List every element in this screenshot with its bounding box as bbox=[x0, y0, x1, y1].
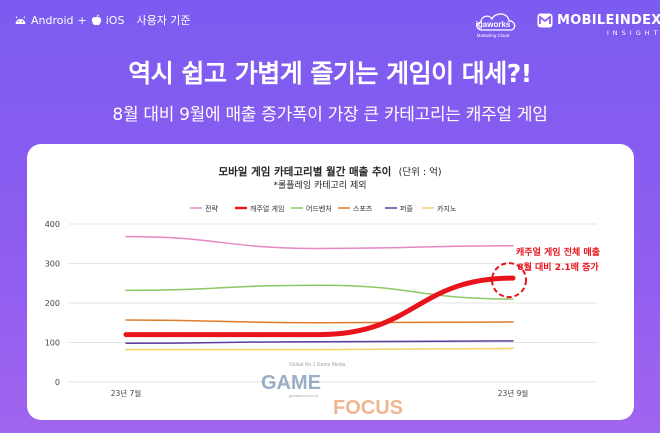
chart-subtitle: *롤플레잉 카테고리 제외 bbox=[273, 179, 366, 191]
chart-title: 모바일 게임 카테고리별 월간 매출 추이 bbox=[218, 165, 391, 178]
chart-unit: (단위 : 억) bbox=[399, 166, 442, 178]
y-tick-label: 200 bbox=[45, 299, 60, 308]
mobileindex-logo-text: MOBILEINDEX bbox=[557, 13, 660, 28]
chart-title-line: 모바일 게임 카테고리별 월간 매출 추이 (단위 : 억) bbox=[218, 165, 441, 178]
mobileindex-logo-icon bbox=[537, 13, 553, 28]
y-tick-label: 100 bbox=[45, 339, 60, 348]
headline: 역시 쉽고 가볍게 즐기는 게임이 대세?! bbox=[128, 59, 532, 88]
ios-text: iOS bbox=[105, 13, 125, 27]
x-axis: 23년 7월 23년 9월 bbox=[111, 388, 529, 398]
platform-label: Android + iOS 사용자 기준 bbox=[14, 12, 191, 28]
igaworks-logo-text: igaworks bbox=[476, 20, 511, 29]
legend-label: 퍼즐 bbox=[400, 204, 413, 213]
series-line bbox=[125, 284, 514, 300]
legend-label: 캐주얼 게임 bbox=[250, 204, 284, 213]
legend-label: 전략 bbox=[205, 204, 218, 213]
y-axis: 0 100 200 300 400 bbox=[45, 220, 60, 387]
chart-legend: 전략 캐주얼 게임 어드벤처 스포츠 퍼즐 카지노 bbox=[190, 204, 457, 213]
x-tick-label: 23년 7월 bbox=[111, 388, 142, 398]
line-chart: 모바일 게임 카테고리별 월간 매출 추이 (단위 : 억) *롤플레잉 카테고… bbox=[45, 165, 600, 419]
plus-text: + bbox=[77, 13, 87, 27]
y-tick-label: 300 bbox=[45, 260, 60, 269]
platform-note: 사용자 기준 bbox=[136, 14, 191, 27]
watermark: Global No.1 Game Media GAME FOCUS gamefo… bbox=[261, 362, 403, 419]
legend-item: 전략 bbox=[190, 204, 218, 213]
chart-card: 모바일 게임 카테고리별 월간 매출 추이 (단위 : 억) *롤플레잉 카테고… bbox=[27, 144, 634, 420]
legend-item: 퍼즐 bbox=[385, 204, 413, 213]
watermark-game: GAME bbox=[261, 372, 321, 394]
apple-icon bbox=[91, 14, 101, 26]
series-line bbox=[125, 340, 514, 345]
chart-series bbox=[123, 235, 516, 351]
y-tick-label: 0 bbox=[55, 378, 60, 387]
annotation-circle bbox=[491, 262, 527, 299]
watermark-focus: FOCUS bbox=[333, 397, 403, 419]
igaworks-logo-sub: Marketing Cloud bbox=[477, 33, 510, 38]
series-line bbox=[125, 319, 514, 324]
legend-label: 어드벤처 bbox=[306, 204, 332, 213]
legend-item: 캐주얼 게임 bbox=[235, 204, 284, 213]
igaworks-logo: igaworks Marketing Cloud bbox=[476, 13, 516, 38]
mobileindex-logo-sub: INSIGHT bbox=[606, 29, 660, 37]
annotation-line1: 캐주얼 게임 전체 매출 bbox=[516, 246, 600, 258]
series-line bbox=[123, 275, 516, 338]
android-icon bbox=[15, 16, 26, 24]
watermark-small: Global No.1 Game Media bbox=[289, 362, 346, 368]
legend-item: 어드벤처 bbox=[291, 204, 332, 213]
y-tick-label: 400 bbox=[45, 220, 60, 229]
series-line bbox=[125, 235, 514, 250]
watermark-site: gamefocus.co.kr bbox=[289, 393, 319, 398]
x-tick-label: 23년 9월 bbox=[498, 388, 529, 398]
subheadline: 8월 대비 9월에 매출 증가폭이 가장 큰 카테고리는 캐주얼 게임 bbox=[112, 105, 548, 125]
legend-item: 카지노 bbox=[422, 204, 457, 213]
android-text: Android bbox=[31, 13, 74, 27]
legend-item: 스포츠 bbox=[338, 205, 373, 213]
legend-label: 카지노 bbox=[437, 204, 457, 213]
series-line bbox=[125, 347, 514, 351]
legend-label: 스포츠 bbox=[353, 205, 373, 213]
annotation-line2: 8월 대비 2.1배 증가 bbox=[517, 261, 599, 273]
mobileindex-logo: MOBILEINDEX INSIGHT bbox=[537, 13, 660, 37]
top-bar: Android + iOS 사용자 기준 igaworks Marketing … bbox=[0, 0, 660, 44]
